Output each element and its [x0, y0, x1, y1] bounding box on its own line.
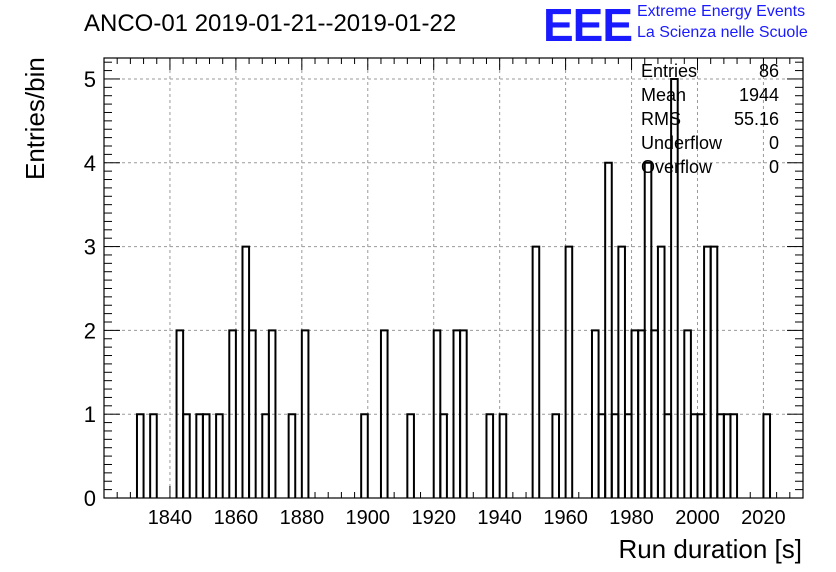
y-tick-label: 2 — [84, 318, 96, 343]
stats-value: 55.16 — [733, 109, 779, 129]
histogram-bin — [228, 329, 237, 498]
chart-title: ANCO-01 2019-01-21--2019-01-22 — [84, 10, 457, 37]
stats-label: Underflow — [641, 133, 723, 153]
histogram-bin — [656, 245, 666, 498]
x-tick-label: 1960 — [543, 507, 588, 529]
stats-row-mean: Mean 1944 — [641, 84, 779, 108]
histogram-bin — [267, 329, 277, 498]
x-tick-label: 1880 — [280, 507, 325, 529]
histogram-bin — [617, 245, 626, 498]
stats-value: 0 — [768, 157, 779, 177]
stats-label: Entries — [641, 61, 698, 81]
histogram-bin — [762, 413, 772, 498]
x-tick-label: 1900 — [346, 507, 391, 529]
histogram-bin — [604, 161, 613, 498]
stats-row-overflow: Overflow 0 — [641, 156, 779, 180]
histogram-bin — [406, 413, 415, 498]
histogram-bin — [379, 329, 389, 498]
histogram-bin — [564, 245, 574, 498]
x-tick-label: 1940 — [477, 507, 522, 529]
histogram-bin — [182, 413, 191, 498]
histogram-bin — [360, 413, 369, 498]
histogram-bin — [135, 413, 145, 498]
stats-value: 1944 — [738, 85, 779, 105]
histogram-bin — [201, 413, 211, 498]
histogram-bin — [498, 413, 508, 498]
x-tick-label: 2020 — [741, 507, 786, 529]
stats-value: 0 — [768, 133, 779, 153]
eee-logo: EEE — [543, 0, 633, 51]
histogram-bin — [709, 245, 719, 498]
x-tick-label: 1860 — [214, 507, 259, 529]
stats-row-rms: RMS 55.16 — [641, 108, 779, 132]
stats-box: Entries 86 Mean 1944 RMS 55.16 Underflow… — [641, 60, 779, 180]
y-axis-label: Entries/bin — [20, 57, 50, 180]
stats-row-entries: Entries 86 — [641, 60, 779, 84]
stats-value: 86 — [758, 61, 779, 81]
histogram-bin — [485, 413, 495, 498]
histogram-bin — [439, 413, 448, 498]
x-axis-label: Run duration [s] — [618, 534, 802, 564]
stats-label: Mean — [641, 85, 687, 105]
x-tick-label: 2000 — [675, 507, 720, 529]
x-tick-label: 1980 — [609, 507, 654, 529]
x-tick-label: 1920 — [411, 507, 456, 529]
histogram-bin — [300, 329, 310, 498]
histogram-bin — [531, 245, 541, 498]
y-tick-label: 4 — [84, 151, 96, 176]
stats-label: RMS — [641, 109, 681, 129]
y-tick-label: 1 — [84, 402, 96, 427]
histogram-bin — [287, 413, 297, 498]
logo-line-2: La Scienza nelle Scuole — [637, 24, 808, 41]
histogram-bin — [248, 329, 257, 498]
stats-row-underflow: Underflow 0 — [641, 132, 779, 156]
y-tick-label: 0 — [84, 486, 96, 511]
y-tick-label: 3 — [84, 235, 96, 260]
plot-frame — [103, 57, 804, 499]
histogram-bin — [670, 77, 679, 498]
histogram-bin — [215, 413, 224, 498]
histogram-bin — [729, 413, 739, 498]
y-tick-label: 5 — [84, 67, 96, 92]
logo-line-1: Extreme Energy Events — [637, 3, 806, 20]
x-tick-label: 1840 — [148, 507, 193, 529]
stats-label: Overflow — [641, 157, 713, 177]
histogram-bin — [551, 413, 561, 498]
histogram-bin — [149, 413, 158, 498]
histogram-bin — [459, 329, 468, 498]
